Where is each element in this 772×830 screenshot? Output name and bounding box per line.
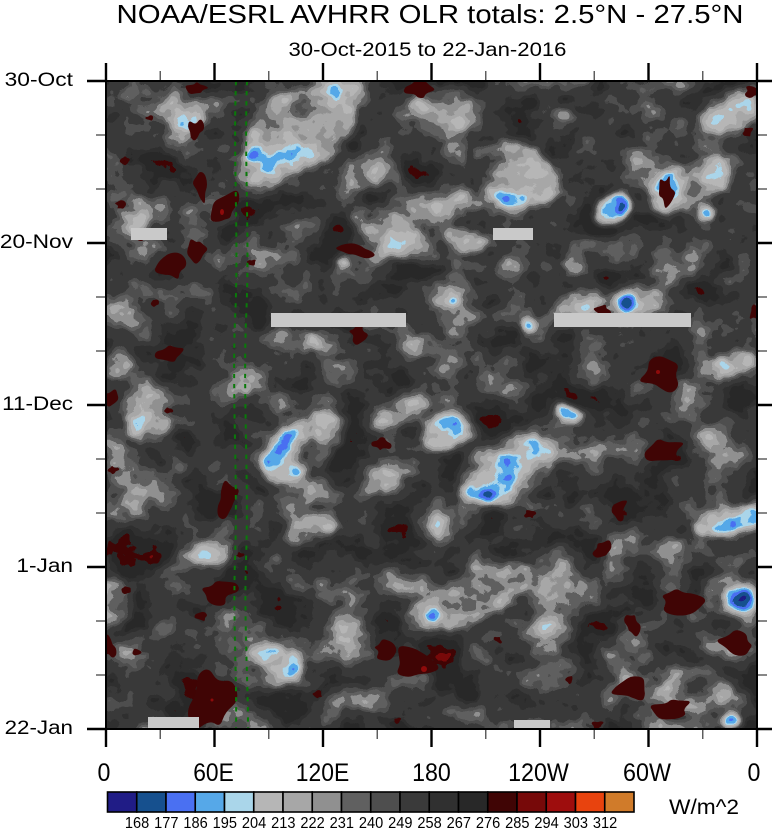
svg-text:312: 312 (593, 815, 617, 830)
svg-text:180: 180 (412, 759, 451, 787)
svg-text:294: 294 (534, 815, 558, 830)
svg-text:NOAA/ESRL AVHRR OLR totals: 2.: NOAA/ESRL AVHRR OLR totals: 2.5°N - 27.5… (117, 0, 744, 29)
svg-text:30-Oct: 30-Oct (5, 70, 74, 91)
svg-text:30-Oct-2015 to 22-Jan-2016: 30-Oct-2015 to 22-Jan-2016 (289, 39, 567, 61)
svg-text:213: 213 (271, 815, 295, 830)
svg-text:195: 195 (213, 815, 237, 830)
svg-text:303: 303 (564, 815, 588, 830)
svg-text:249: 249 (388, 815, 412, 830)
svg-text:240: 240 (359, 815, 383, 830)
svg-text:0: 0 (98, 759, 111, 787)
svg-text:22-Jan: 22-Jan (5, 718, 73, 739)
svg-text:258: 258 (417, 815, 441, 830)
svg-text:222: 222 (300, 815, 324, 830)
svg-text:0: 0 (748, 759, 761, 787)
svg-text:267: 267 (447, 815, 471, 830)
svg-text:204: 204 (242, 815, 266, 830)
svg-text:177: 177 (154, 815, 178, 830)
svg-text:120W: 120W (508, 759, 569, 787)
svg-text:231: 231 (330, 815, 354, 830)
svg-text:W/m^2: W/m^2 (669, 796, 739, 819)
svg-text:20-Nov: 20-Nov (0, 232, 74, 253)
svg-text:60E: 60E (193, 759, 234, 787)
svg-text:285: 285 (505, 815, 529, 830)
svg-text:1-Jan: 1-Jan (16, 556, 73, 577)
svg-text:11-Dec: 11-Dec (2, 394, 73, 415)
svg-text:120E: 120E (296, 759, 349, 787)
svg-text:276: 276 (476, 815, 500, 830)
svg-text:186: 186 (183, 815, 207, 830)
svg-text:168: 168 (125, 815, 149, 830)
svg-text:60W: 60W (623, 759, 671, 787)
